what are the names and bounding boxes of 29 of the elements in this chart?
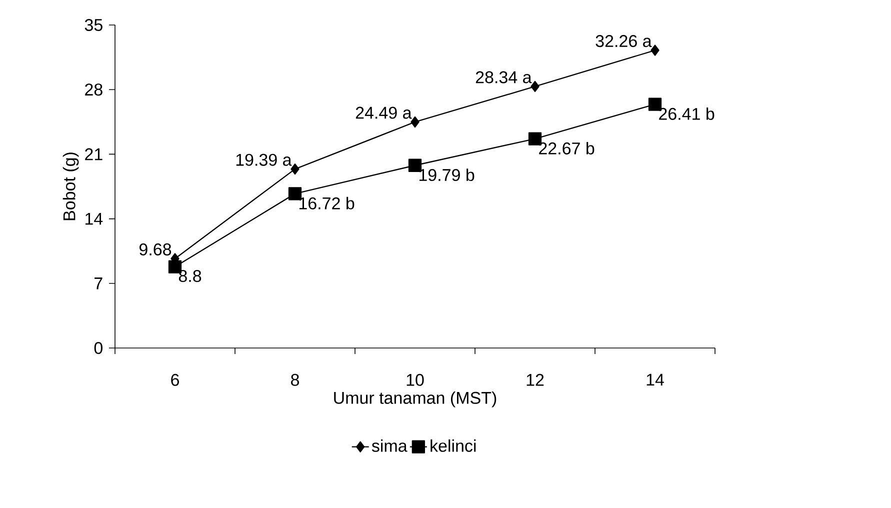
data-label: 8.8 [178,270,202,282]
y-axis-title: Bobot (g) [62,152,79,220]
data-label: 32.26 a [596,35,652,48]
legend-label: kelinci [430,439,476,452]
x-tick-label: 14 [646,374,664,386]
point [290,163,300,175]
x-tick-label: 12 [526,374,544,386]
x-tick-label: 10 [406,374,424,386]
y-tick-label: 14 [86,212,103,225]
y-tick-label: 28 [85,84,102,96]
x-tick-label: 6 [171,374,179,386]
data-label: 22.67 b [539,142,594,154]
point [650,44,660,56]
y-tick-label: 0 [94,342,102,354]
point [410,116,420,128]
data-label: 16.72 b [300,196,354,210]
y-tick-label: 35 [84,18,102,32]
legend-label: sima [372,439,408,452]
point [530,80,540,92]
data-label: 19.79 b [420,168,474,182]
data-label: 28.34 a [476,71,532,84]
y-tick-label: 7 [94,278,102,290]
x-tick-label: 8 [291,374,299,386]
data-label: 26.41 b [659,107,714,120]
data-label: 24.49 a [356,106,412,119]
x-axis-title: Umur tanaman (MST) [334,391,496,408]
y-tick-label: 21 [85,148,102,160]
data-label: 19.39 a [236,154,292,166]
data-label: 9.68 [140,243,172,256]
